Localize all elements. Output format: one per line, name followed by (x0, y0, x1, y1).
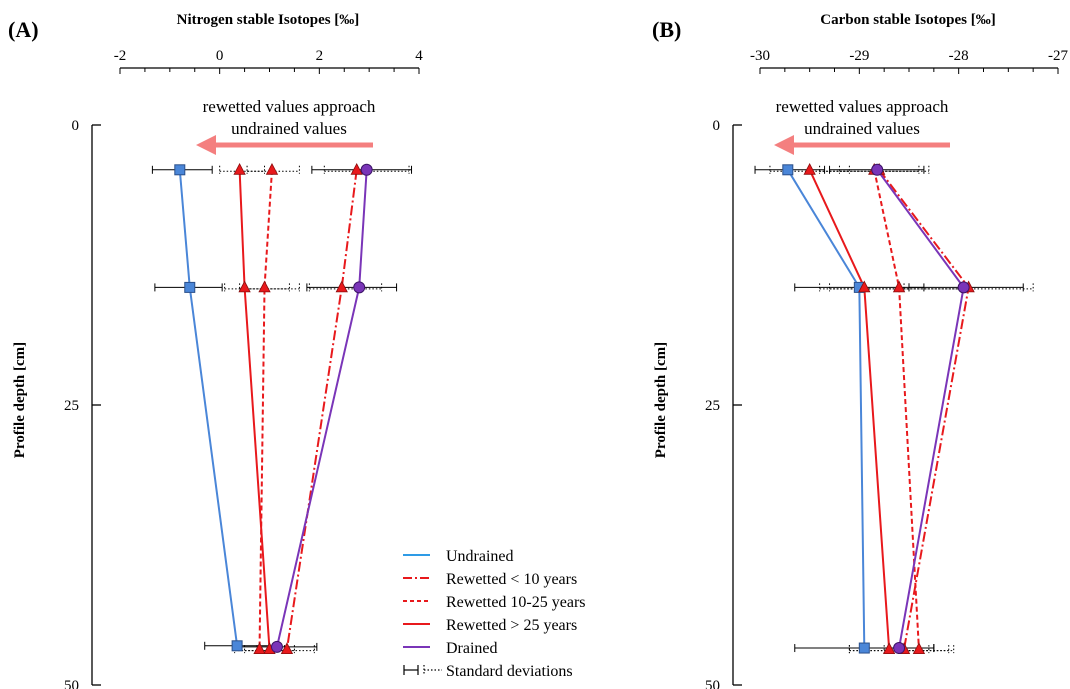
data-point-undrained (231, 640, 243, 652)
error-bar-rewetted_10_25 (246, 165, 300, 174)
x-axis-title-a: Nitrogen stable Isotopes [‰] (177, 12, 360, 28)
x-axis-b: -30 -29 -28 -27 (750, 48, 1068, 74)
error-bar-rewetted_lt10 (903, 283, 1034, 292)
data-point-undrained (782, 164, 794, 176)
series-line-rewetted_gt25 (238, 169, 271, 650)
data-point-drained (893, 642, 906, 655)
y-tick-label: 25 (64, 398, 79, 414)
data-point-undrained (858, 642, 870, 654)
x-tick-label: -2 (114, 48, 127, 64)
series-line-rewetted_lt10 (285, 169, 358, 650)
series-line-rewetted_gt25 (808, 169, 891, 650)
x-tick-label: 4 (415, 48, 423, 64)
y-tick-label: 0 (72, 118, 80, 134)
x-axis-title-b: Carbon stable Isotopes [‰] (820, 12, 995, 28)
x-tick-label: 2 (316, 48, 324, 64)
legend-swatch-sd-dotted (423, 665, 442, 675)
legend-item-standard-deviations: Standard deviations (403, 663, 573, 680)
x-tick-label: -28 (949, 48, 969, 64)
panel-b: (B) Carbon stable Isotopes [‰] -30 -29 -28… (652, 12, 1068, 689)
y-axis-a: 0 25 50 (64, 118, 101, 689)
x-tick-label: 0 (216, 48, 224, 64)
arrow-head-a (196, 135, 216, 155)
y-tick-label: 50 (705, 678, 720, 689)
data-point-drained (270, 640, 283, 653)
series-line-undrained (178, 169, 239, 646)
data-point-rewetted_lt10 (350, 162, 363, 175)
y-tick-label: 0 (713, 118, 721, 134)
legend-label-rewetted-gt25: Rewetted > 25 years (446, 617, 577, 634)
legend-item-rewetted-10-25: Rewetted 10-25 years (403, 594, 586, 611)
panel-a: (A) Nitrogen stable Isotopes [‰] -2 0 2 4 0… (8, 12, 423, 689)
error-bar-rewetted_gt25 (224, 283, 300, 292)
data-point-undrained (174, 164, 186, 176)
panel-label-b: (B) (652, 17, 681, 42)
series-line-rewetted_lt10 (878, 169, 970, 650)
legend-swatch-sd-solid (403, 665, 419, 675)
annotation-arrow-b (774, 135, 950, 155)
legend-item-undrained: Undrained (403, 548, 514, 565)
data-point-rewetted_lt10 (280, 642, 294, 655)
panel-label-a: (A) (8, 17, 39, 42)
data-point-undrained (184, 281, 196, 293)
annotation-line-2-a: undrained values (231, 119, 347, 138)
data-point-drained (360, 163, 373, 176)
series-layer-a (151, 162, 413, 655)
series-line-drained (276, 169, 368, 648)
arrow-head-b (774, 135, 794, 155)
x-tick-label: -29 (849, 48, 869, 64)
data-point-drained (957, 281, 970, 294)
data-point-rewetted_gt25 (238, 280, 251, 293)
series-line-undrained (786, 169, 866, 649)
x-tick-label: -27 (1048, 48, 1068, 64)
data-point-rewetted_gt25 (803, 162, 816, 175)
legend-item-rewetted-gt25: Rewetted > 25 years (403, 617, 577, 634)
y-tick-label: 50 (64, 678, 79, 689)
x-axis-a: -2 0 2 4 (114, 48, 423, 74)
legend-item-rewetted-lt10: Rewetted < 10 years (403, 571, 577, 588)
series-line-rewetted_10_25 (258, 169, 273, 650)
legend-label-drained: Drained (446, 640, 498, 657)
data-point-rewetted_lt10 (335, 280, 348, 293)
data-point-rewetted_10_25 (258, 280, 271, 293)
data-point-rewetted_gt25 (233, 162, 246, 175)
annotation-arrow-a (196, 135, 373, 155)
annotation-line-1-b: rewetted values approach (776, 97, 949, 116)
y-axis-title-a: Profile depth [cm] (12, 342, 28, 458)
legend-label-undrained: Undrained (446, 548, 514, 565)
data-point-rewetted_10_25 (912, 642, 926, 655)
annotation-line-2-b: undrained values (804, 119, 920, 138)
data-point-drained (871, 163, 884, 176)
y-axis-title-b: Profile depth [cm] (653, 342, 669, 458)
legend-label-standard-deviations: Standard deviations (446, 663, 573, 680)
legend-label-rewetted-lt10: Rewetted < 10 years (446, 571, 577, 588)
x-tick-label: -30 (750, 48, 770, 64)
data-point-rewetted_10_25 (253, 642, 266, 655)
series-layer-b (754, 162, 1034, 655)
legend-item-drained: Drained (403, 640, 498, 657)
data-point-rewetted_10_25 (892, 280, 906, 293)
data-point-rewetted_gt25 (858, 280, 871, 293)
data-point-drained (353, 281, 366, 294)
data-point-rewetted_gt25 (882, 642, 896, 655)
legend-label-rewetted-10-25: Rewetted 10-25 years (446, 594, 586, 611)
error-bar-drained (306, 283, 398, 292)
annotation-line-1-a: rewetted values approach (203, 97, 376, 116)
y-tick-label: 25 (705, 398, 720, 414)
data-point-rewetted_10_25 (265, 162, 279, 175)
legend: Undrained Rewetted < 10 years Rewetted 1… (403, 548, 586, 680)
y-axis-b: 0 25 50 (705, 118, 742, 689)
